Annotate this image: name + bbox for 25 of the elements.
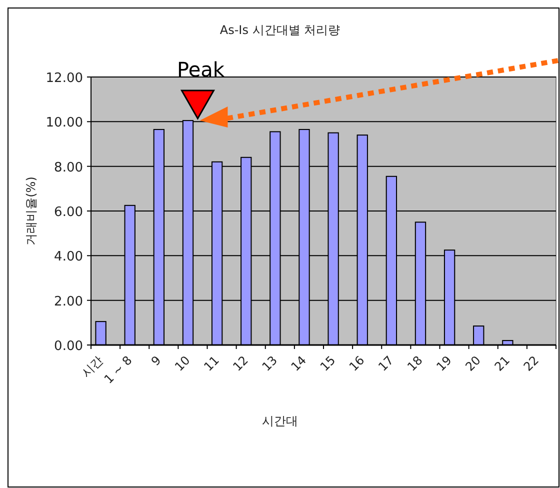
x-tick-label: 12 xyxy=(230,353,251,374)
x-tick-label: 15 xyxy=(317,353,338,374)
y-tick-label: 12.00 xyxy=(46,71,83,86)
x-tick-label: 14 xyxy=(288,353,310,374)
annotation: Peak xyxy=(176,58,225,82)
x-tick-label: 16 xyxy=(346,353,368,374)
chart-title: As-Is 시간대별 처리량 xyxy=(220,23,340,37)
y-tick-label: 0.00 xyxy=(54,339,83,354)
x-axis-title: 시간대 xyxy=(262,414,298,428)
y-tick-label: 4.00 xyxy=(54,250,83,265)
x-tick-label: 18 xyxy=(404,353,426,374)
x-tick-label: 13 xyxy=(259,353,280,374)
x-tick-label: 17 xyxy=(376,353,396,374)
y-tick-label: 6.00 xyxy=(54,205,83,220)
y-axis-title: 거래비율(%) xyxy=(24,176,38,246)
y-tick-label: 10.00 xyxy=(46,116,83,131)
x-tick-label: 21 xyxy=(492,353,513,374)
x-tick-label: 10 xyxy=(172,353,193,374)
y-tick-label: 2.00 xyxy=(54,294,83,310)
x-tick-label: 19 xyxy=(434,353,454,374)
x-tick-label: 22 xyxy=(520,353,542,374)
x-tick-label: 20 xyxy=(462,353,484,374)
x-tick-label: 11 xyxy=(201,353,222,374)
y-tick-label: 8.00 xyxy=(54,160,83,176)
x-tick-label: 9 xyxy=(148,353,164,369)
